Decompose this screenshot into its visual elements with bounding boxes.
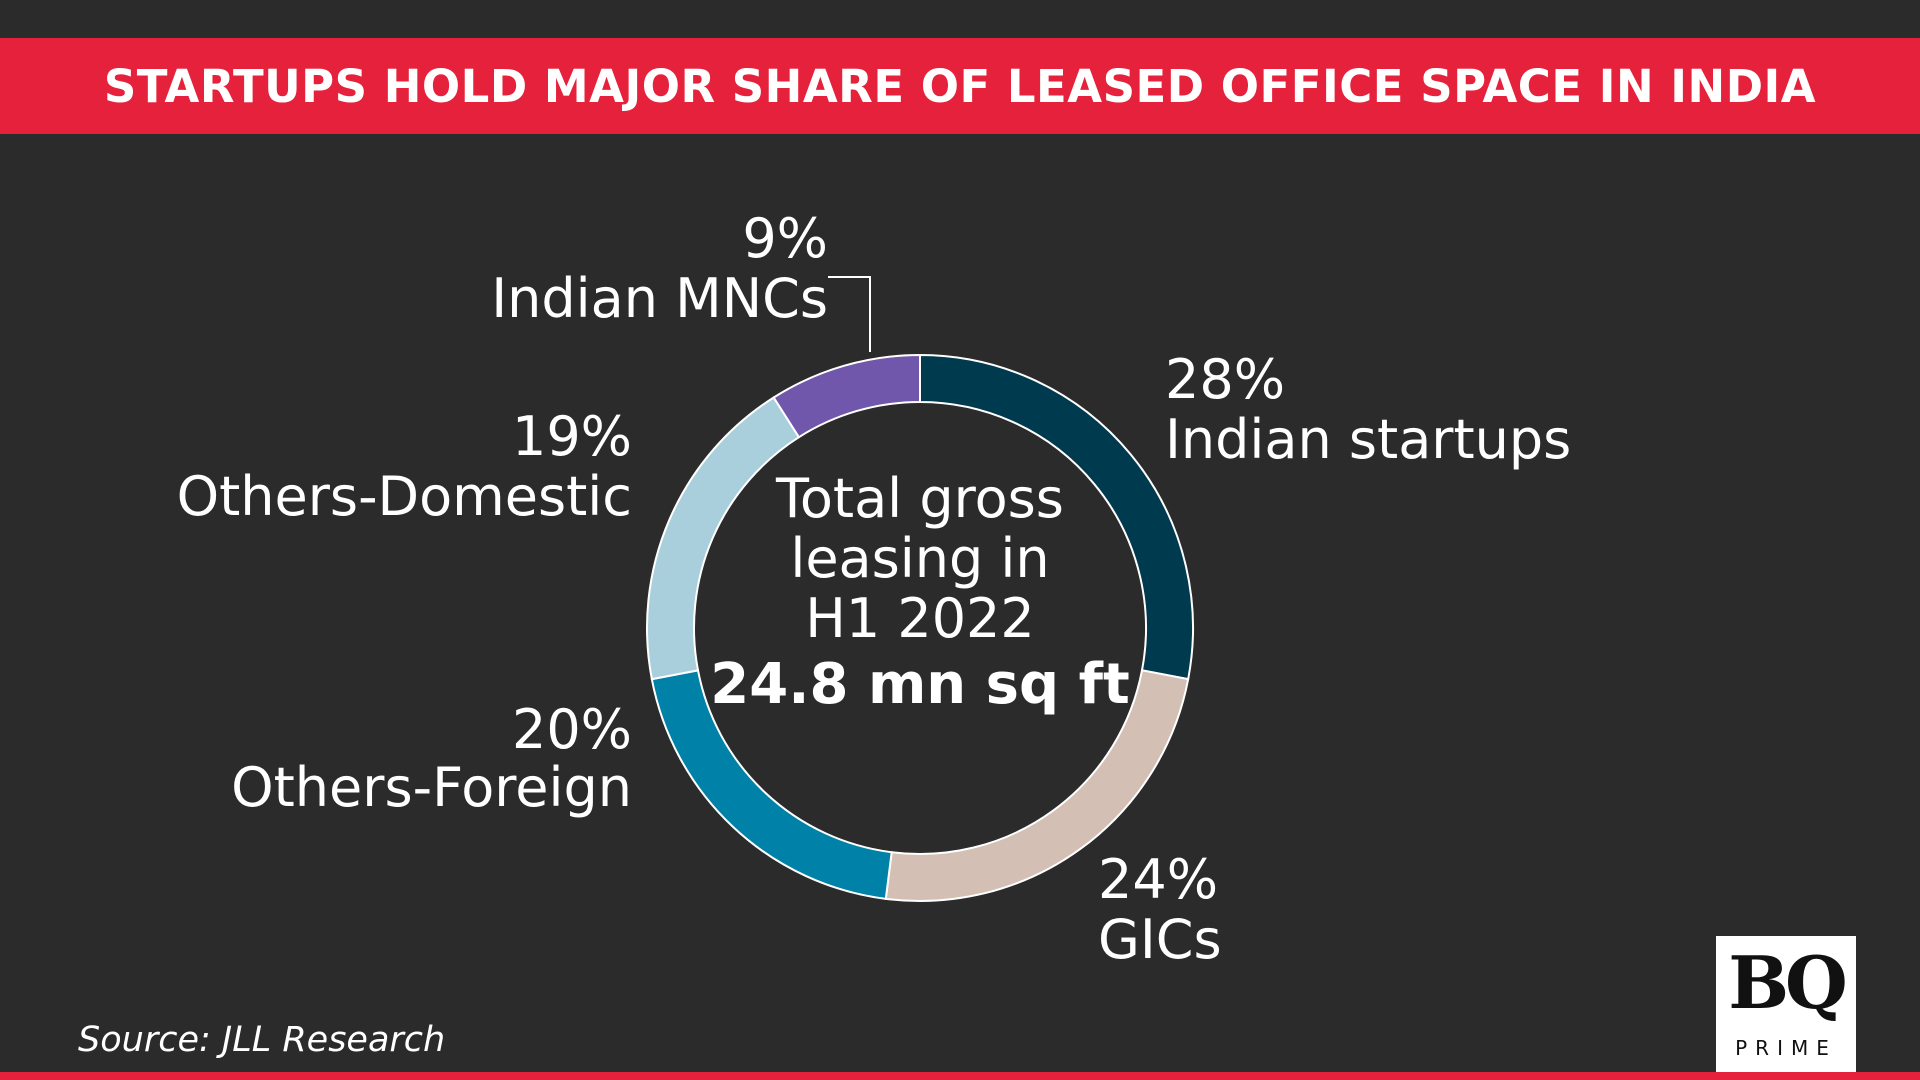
- center-line-2: leasing in: [790, 527, 1049, 590]
- slice-others-domestic: [646, 396, 801, 681]
- donut-slices: [646, 353, 1194, 902]
- leader-line: [828, 276, 871, 352]
- label-indian-startups-pct: 28%: [1165, 348, 1285, 411]
- label-others-domestic-name: Others-Domestic: [177, 465, 632, 528]
- logo-sub: PRIME: [1735, 1036, 1837, 1060]
- center-line-3: H1 2022: [805, 587, 1035, 650]
- center-line-1: Total gross: [775, 467, 1064, 530]
- slice-indian-mncs: [772, 353, 921, 439]
- logo-mark: BQ: [1728, 940, 1848, 1025]
- chart-title: STARTUPS HOLD MAJOR SHARE OF LEASED OFFI…: [103, 59, 1817, 113]
- label-indian-mncs-pct: 9%: [742, 207, 828, 270]
- bq-prime-logo: BQ PRIME: [1716, 936, 1856, 1072]
- label-indian-mncs-name: Indian MNCs: [491, 267, 828, 330]
- label-others-domestic-pct: 19%: [512, 405, 632, 468]
- center-total: 24.8 mn sq ft: [710, 652, 1129, 717]
- source-note: Source: JLL Research: [78, 1020, 446, 1060]
- title-banner: STARTUPS HOLD MAJOR SHARE OF LEASED OFFI…: [0, 38, 1920, 134]
- label-others-foreign-name: Others-Foreign: [231, 756, 632, 819]
- label-indian-startups-name: Indian startups: [1165, 408, 1571, 471]
- top-strip: [0, 0, 1920, 38]
- bottom-bar: [0, 1072, 1920, 1080]
- slice-labels: 28% Indian startups 24% GICs 20% Others-…: [177, 207, 1572, 971]
- center-text: Total gross leasing in H1 2022 24.8 mn s…: [710, 467, 1129, 717]
- label-gics-pct: 24%: [1098, 848, 1218, 911]
- label-gics-name: GICs: [1098, 908, 1222, 971]
- label-others-foreign-pct: 20%: [512, 698, 632, 761]
